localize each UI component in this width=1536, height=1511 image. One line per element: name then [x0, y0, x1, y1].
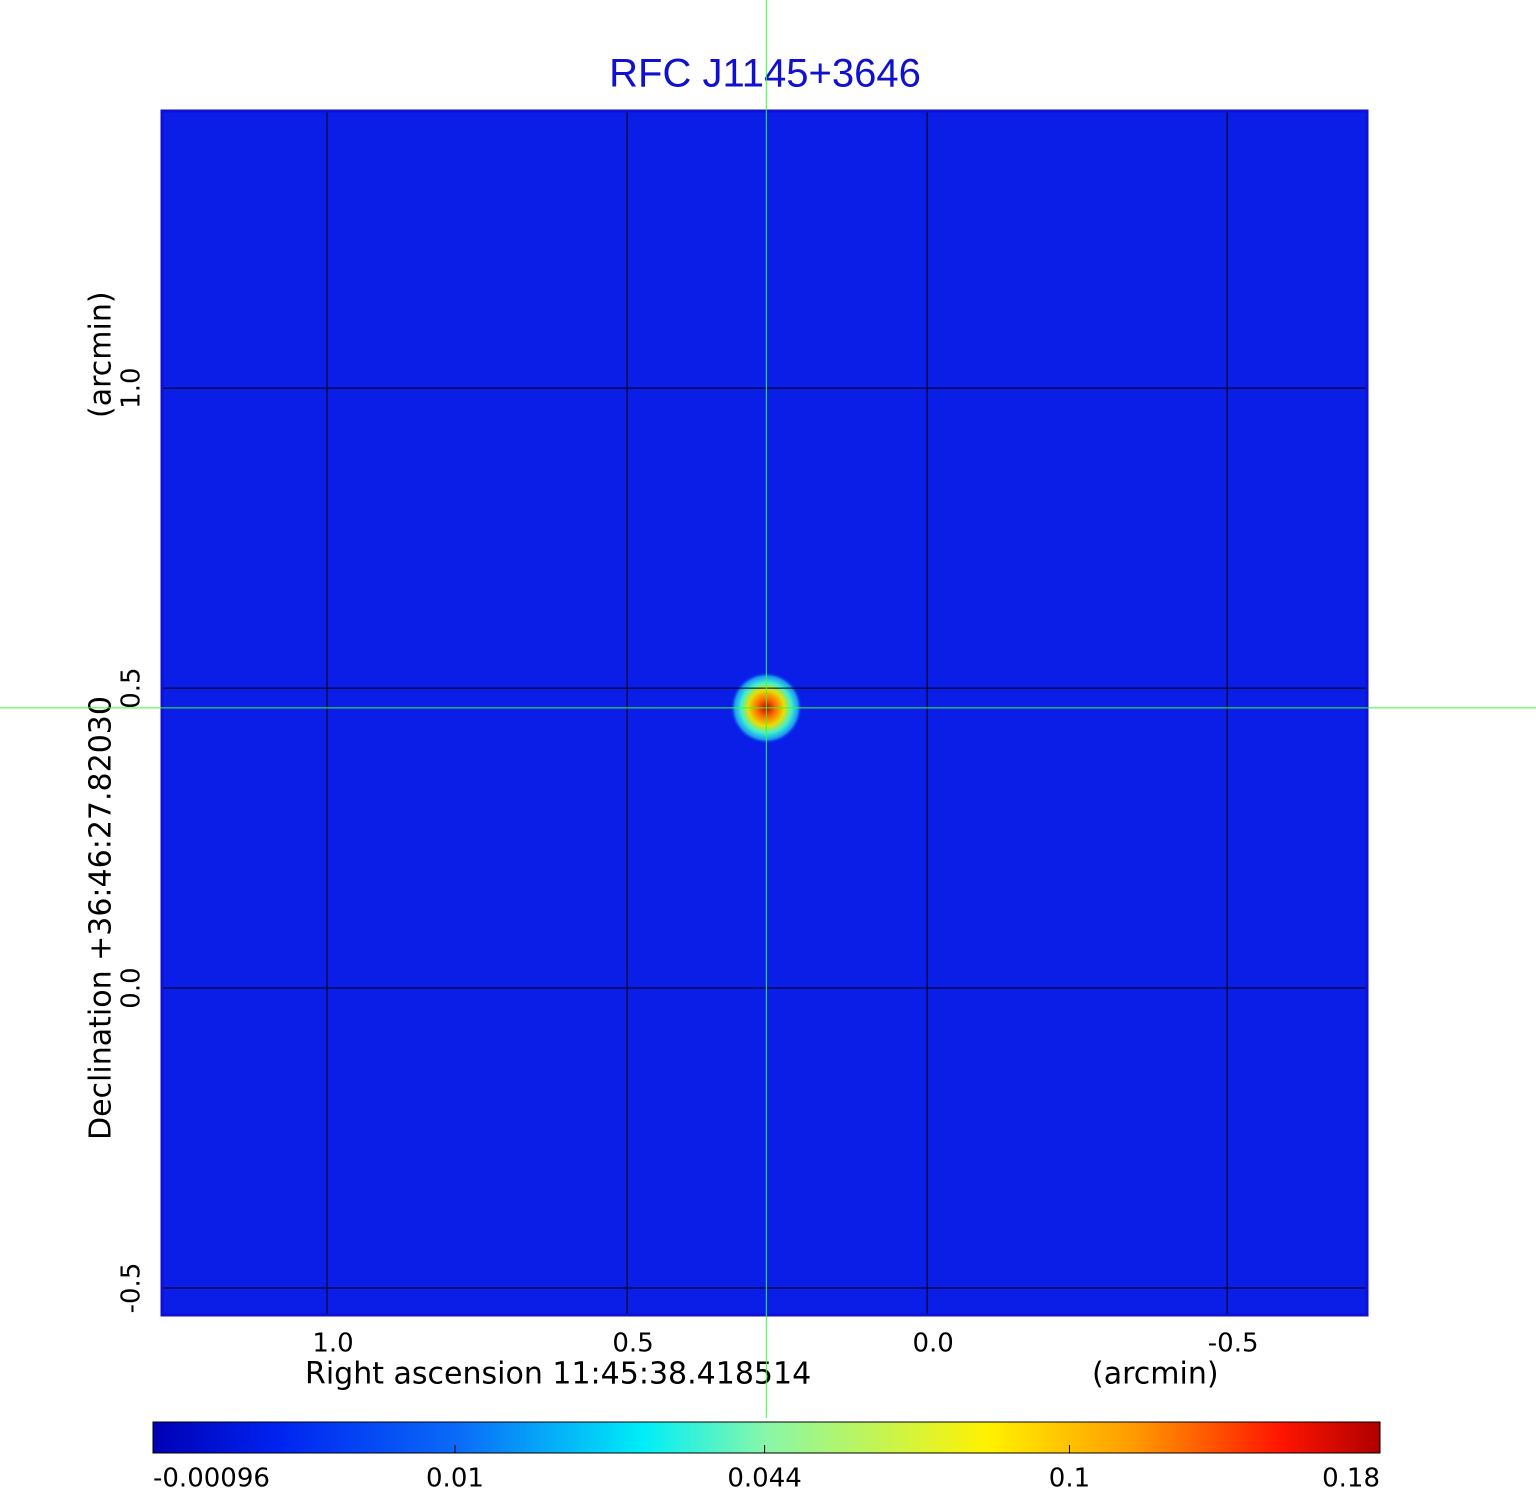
y-axis-unit: (arcmin) — [84, 291, 119, 418]
colorbar-tick-label: 0.01 — [426, 1464, 484, 1494]
x-axis-label: Right ascension 11:45:38.418514 — [305, 1357, 811, 1392]
colorbar-tick-label: 0.1 — [1049, 1464, 1090, 1494]
y-tick-label: 1.0 — [117, 367, 147, 408]
colorbar-tick-label: -0.00096 — [153, 1464, 270, 1494]
x-tick-label: 0.0 — [912, 1329, 953, 1359]
chart-title: RFC J1145+3646 — [609, 52, 921, 96]
x-axis-unit: (arcmin) — [1092, 1357, 1219, 1392]
y-axis-label: Declination +36:46:27.82030 — [84, 696, 119, 1140]
y-tick-label: -0.5 — [117, 1263, 147, 1314]
y-tick-label: 0.0 — [117, 967, 147, 1008]
colorbar-tick-label: 0.044 — [727, 1464, 801, 1494]
y-tick-label: 0.5 — [117, 667, 147, 708]
x-tick-label: 1.0 — [312, 1329, 353, 1359]
x-tick-label: -0.5 — [1208, 1329, 1259, 1359]
x-tick-label: 0.5 — [612, 1329, 653, 1359]
plot-frame — [160, 109, 1369, 1317]
colorbar — [152, 1421, 1381, 1454]
colorbar-tick-label: 0.18 — [1322, 1464, 1380, 1494]
